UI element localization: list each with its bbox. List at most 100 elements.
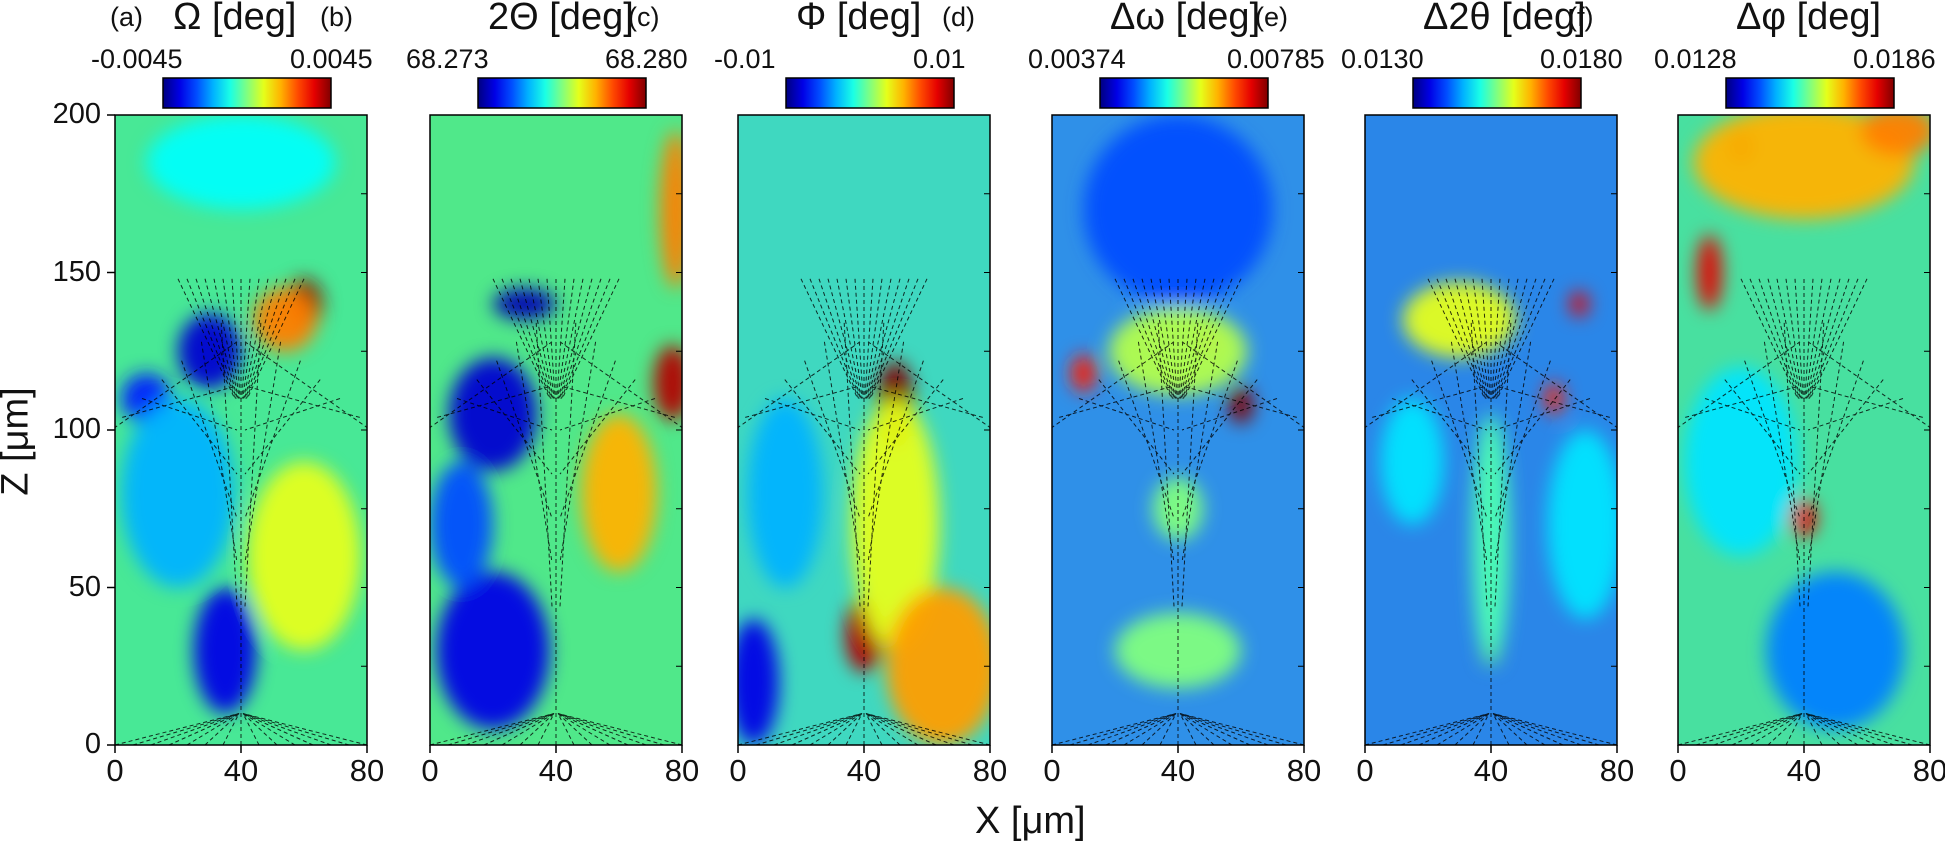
heatmap-hotspot: [1070, 354, 1097, 393]
x-tick-label: 40: [846, 753, 882, 788]
x-tick-label: 0: [421, 753, 439, 788]
heatmap-hotspot: [1693, 115, 1915, 219]
colorbar: [477, 77, 647, 109]
heatmap-background: [738, 115, 990, 745]
heatmap-hotspot: [121, 398, 235, 588]
panel-letter: (a): [110, 2, 143, 32]
panel-letter: (e): [1255, 2, 1288, 32]
dendrite-dashed-lines: [1678, 278, 1930, 745]
heatmap-hotspot: [1196, 329, 1223, 355]
panel-title: Δ2θ [deg]: [1423, 0, 1586, 38]
x-tick-label: 0: [1669, 753, 1687, 788]
y-tick-label: 150: [52, 255, 101, 288]
dendrite-dashed-lines: [115, 278, 367, 745]
heatmap-hotspot: [436, 571, 550, 730]
x-tick-label: 80: [1912, 753, 1945, 788]
heatmap-hotspot: [448, 357, 538, 471]
heatmap-hotspot: [659, 130, 682, 289]
x-tick-label: 80: [664, 753, 700, 788]
panel-letter: (f): [1568, 2, 1594, 32]
colorbar-max-label: 0.00785: [1227, 44, 1325, 74]
heatmap-hotspot: [1228, 385, 1254, 424]
colorbar-max-label: 0.0186: [1853, 44, 1936, 74]
heatmap-hotspot: [493, 288, 556, 320]
heatmap-hotspot: [178, 313, 241, 390]
heatmap-background: [1052, 115, 1304, 745]
heatmap-background: [115, 115, 367, 745]
colorbar: [1725, 77, 1895, 109]
heatmap-hotspot: [247, 461, 361, 651]
heatmap-background: [430, 115, 682, 745]
dendrite-dashed-lines: [1052, 278, 1304, 745]
heatmap-hotspot: [1860, 115, 1930, 156]
colorbar-min-label: 68.273: [406, 44, 489, 74]
colorbar-min-label: 0.00374: [1028, 44, 1126, 74]
panel-letter: (d): [942, 2, 975, 32]
heatmap-hotspot: [1696, 234, 1723, 311]
heatmap-hotspot: [1083, 115, 1273, 304]
heatmap-hotspot: [1728, 130, 1754, 163]
x-tick-label: 40: [1786, 753, 1822, 788]
x-tick-label: 0: [1356, 753, 1374, 788]
heatmap-hotspot: [845, 596, 883, 673]
dendrite-dashed-lines: [430, 278, 682, 745]
panel-letter: (c): [628, 2, 660, 32]
panel-title: Ω [deg]: [173, 0, 297, 38]
heatmap-hotspot: [1766, 571, 1905, 730]
heatmap-hotspot: [1108, 307, 1248, 396]
heatmap-hotspot: [1791, 499, 1817, 538]
colorbar-max-label: 0.0045: [290, 44, 373, 74]
heatmap-background: [1365, 115, 1617, 745]
heatmap-hotspot: [653, 344, 682, 421]
heatmap-hotspot: [1380, 398, 1444, 525]
heatmap-hotspot: [193, 587, 257, 714]
heatmap-hotspot: [738, 619, 779, 745]
heatmap-hotspot: [430, 461, 493, 588]
heatmap-hotspot: [1544, 382, 1564, 415]
plot-frame: [737, 114, 991, 746]
panel-title: 2Θ [deg]: [488, 0, 634, 38]
y-tick-label: 0: [84, 728, 101, 760]
colorbar-max-label: 0.01: [913, 44, 966, 74]
colorbar: [785, 77, 955, 109]
heatmap-hotspot: [285, 278, 323, 330]
heatmap-hotspot: [747, 398, 824, 588]
colorbar-min-label: -0.01: [714, 44, 776, 74]
heatmap-hotspot: [1569, 291, 1589, 317]
x-tick-label: 0: [729, 753, 747, 788]
colorbar-max-label: 68.280: [605, 44, 688, 74]
colorbar-min-label: 0.0130: [1341, 44, 1424, 74]
dendrite-dashed-lines: [738, 278, 990, 745]
x-tick-label: 80: [349, 753, 385, 788]
panel-title: Φ [deg]: [796, 0, 922, 38]
heatmap-hotspot: [146, 115, 336, 210]
y-tick-label: 100: [52, 413, 101, 445]
x-tick-label: 40: [1160, 753, 1196, 788]
panel-title: Δω [deg]: [1110, 0, 1261, 38]
x-tick-label: 80: [1599, 753, 1635, 788]
heatmap-hotspot: [581, 414, 657, 572]
colorbar-min-label: -0.0045: [91, 44, 183, 74]
x-tick-label: 40: [538, 753, 574, 788]
heatmap-hotspot: [1684, 367, 1798, 556]
colorbar-min-label: 0.0128: [1654, 44, 1737, 74]
dendrite-dashed-lines: [1365, 278, 1617, 745]
colorbar-max-label: 0.0180: [1540, 44, 1623, 74]
x-tick-label: 80: [972, 753, 1008, 788]
x-tick-label: 40: [223, 753, 259, 788]
heatmap-hotspot: [851, 398, 940, 651]
heatmap-hotspot: [1481, 634, 1501, 667]
heatmap-background: [1678, 115, 1930, 745]
heatmap-hotspot: [1402, 281, 1517, 358]
plot-frame: [1364, 114, 1618, 746]
heatmap-hotspot: [1547, 430, 1617, 619]
x-tick-label: 40: [1473, 753, 1509, 788]
colorbar: [1412, 77, 1582, 109]
heatmap-hotspot: [1152, 477, 1204, 541]
y-tick-label: 50: [68, 570, 101, 603]
